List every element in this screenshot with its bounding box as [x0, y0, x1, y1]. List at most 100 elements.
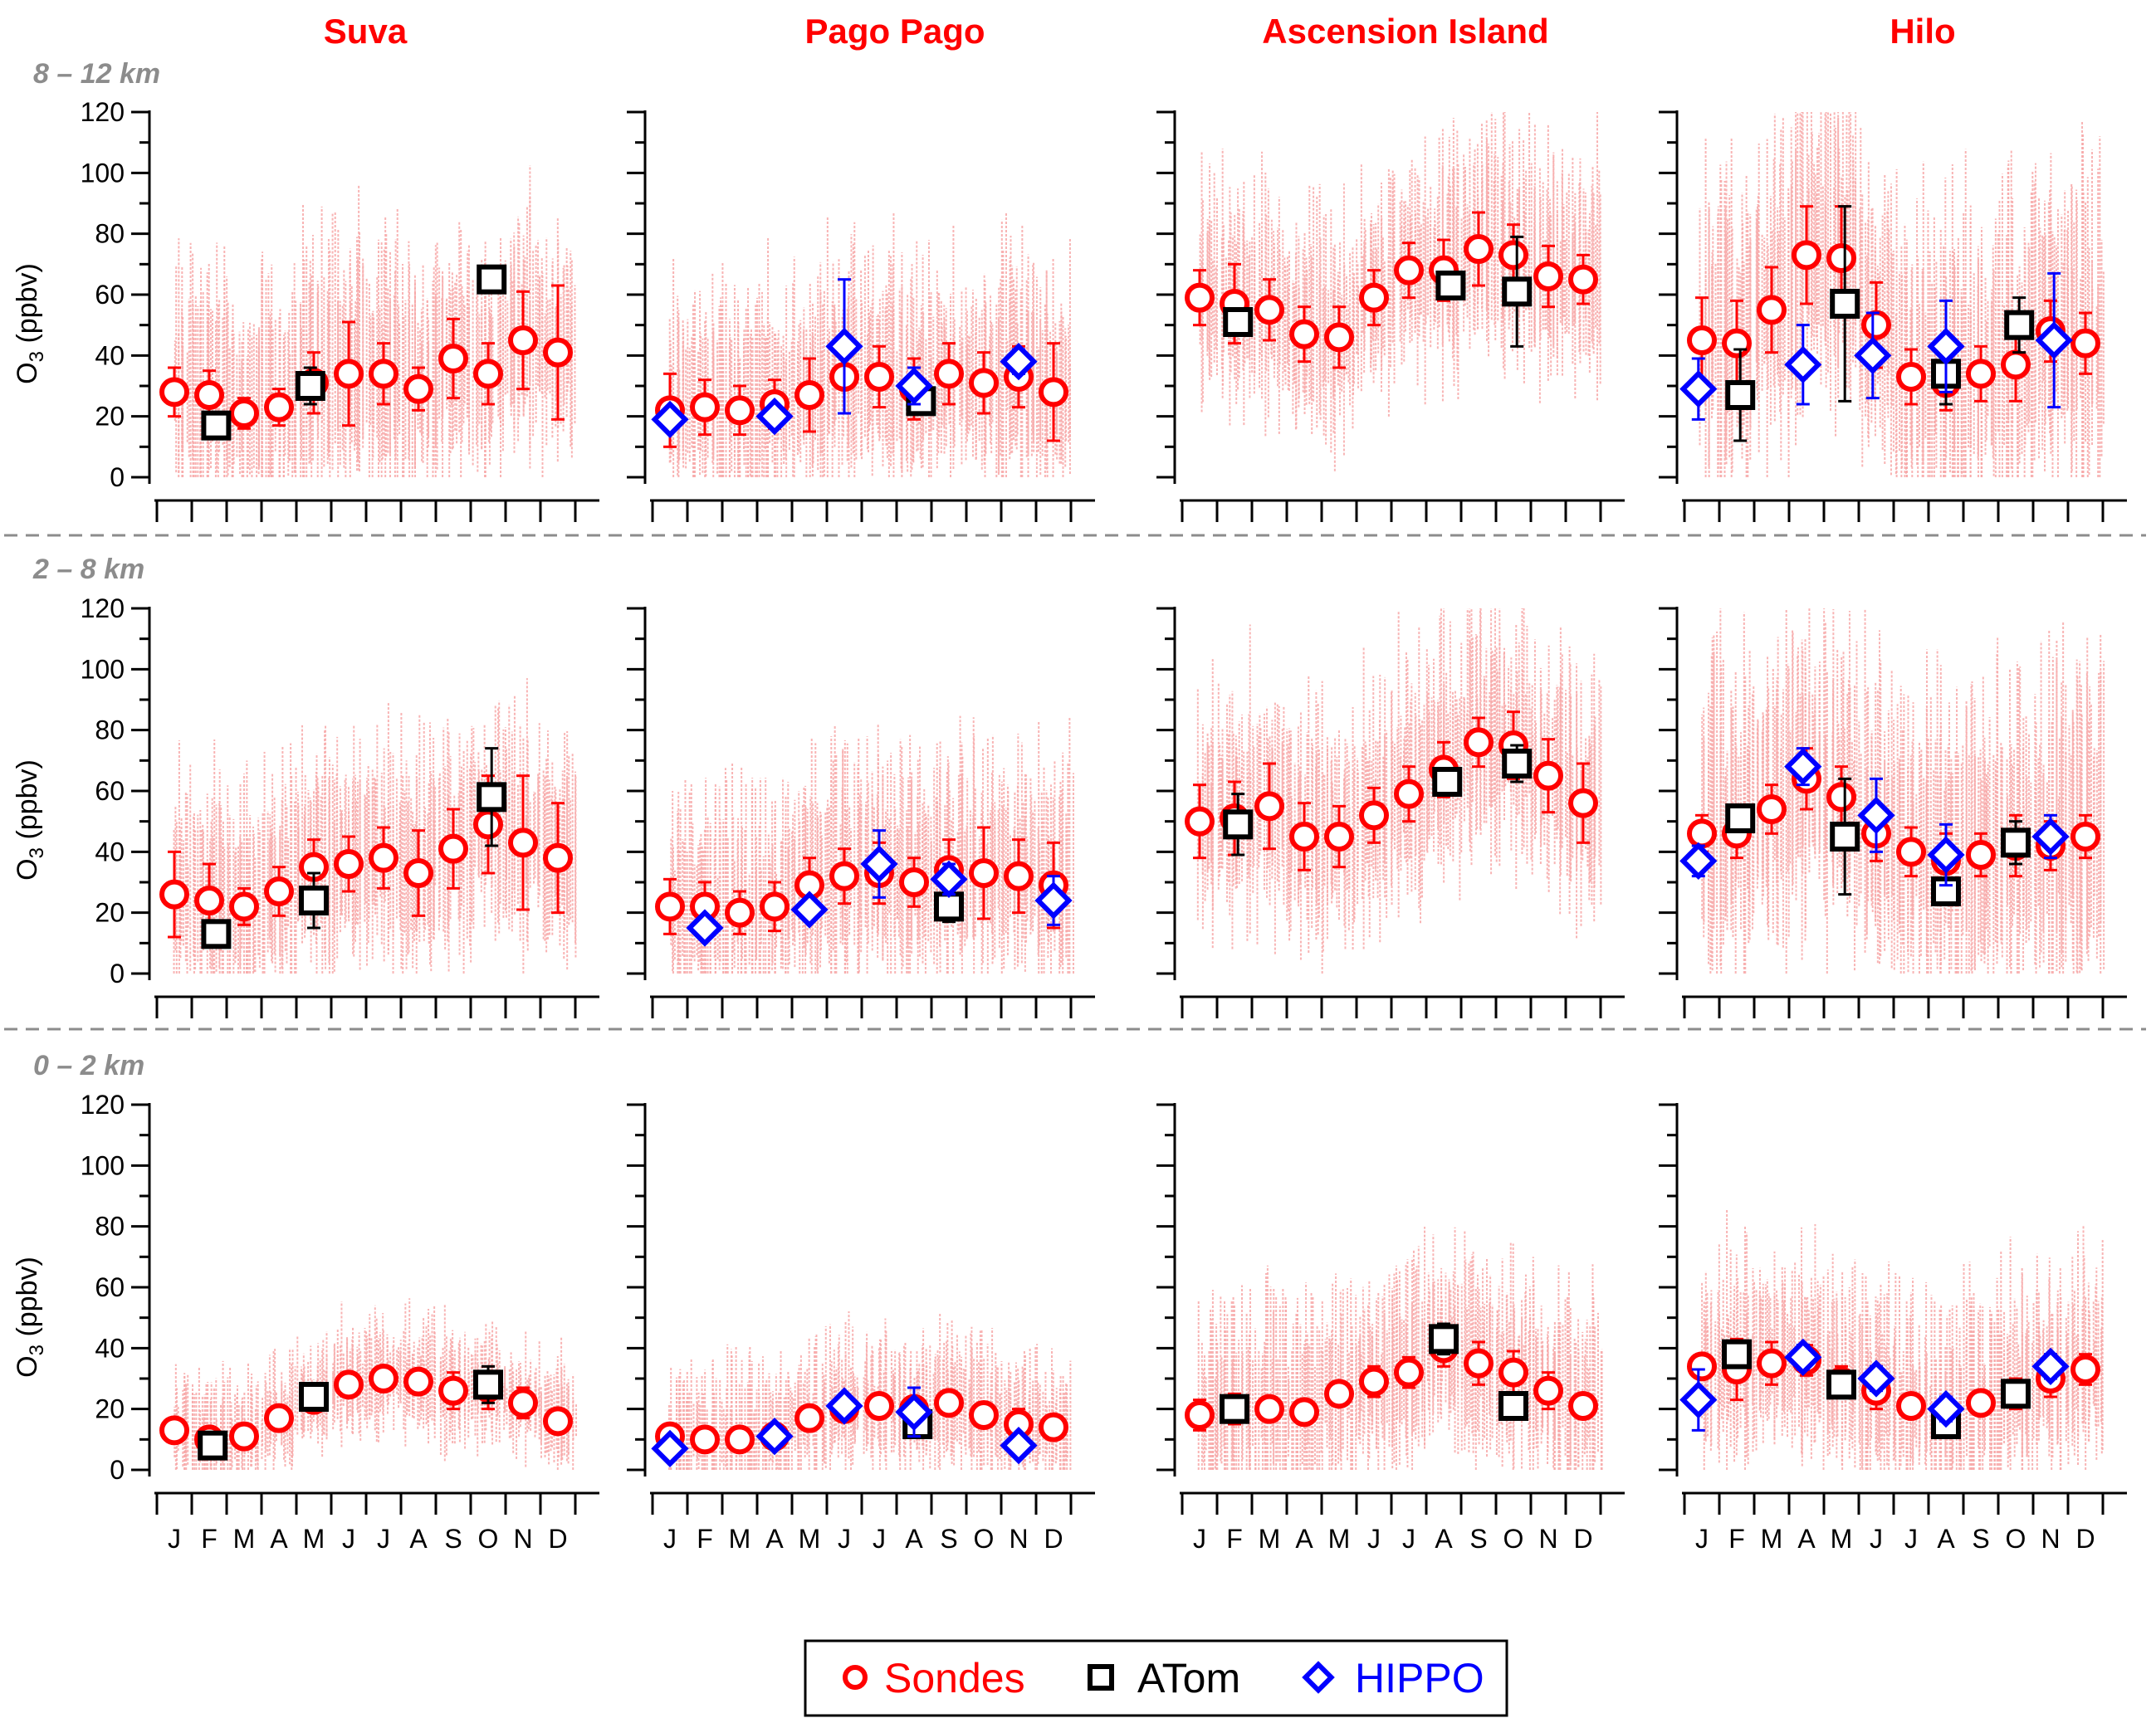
panel-ascension-island-1: [1156, 607, 1625, 1018]
x-tick-label: S: [940, 1524, 957, 1554]
y-tick-label: 100: [81, 1150, 125, 1180]
sondes-point: [403, 858, 433, 888]
atom-point: [299, 1382, 329, 1412]
legend-atom-label: ATom: [1137, 1655, 1240, 1701]
x-tick-label: A: [905, 1524, 923, 1554]
y-tick-label: 60: [95, 776, 125, 806]
x-tick-label: J: [1402, 1524, 1415, 1554]
y-tick-label: 0: [110, 1455, 125, 1485]
sondes-point: [1533, 1375, 1563, 1406]
x-tick-label: J: [838, 1524, 851, 1554]
hippo-point: [1679, 1381, 1718, 1419]
sondes-point: [1568, 264, 1598, 295]
x-tick-label: M: [303, 1524, 325, 1554]
x-tick-label: J: [168, 1524, 181, 1554]
sondes-point: [438, 344, 468, 373]
atom-point: [2001, 827, 2031, 858]
x-tick-label: D: [1573, 1524, 1592, 1554]
sondes-point: [473, 809, 503, 840]
legend-atom-marker: [1088, 1664, 1114, 1691]
sondes-point: [334, 359, 364, 389]
y-axis-title-row-3: O3 (ppbv): [12, 1257, 48, 1378]
sondes-point: [543, 842, 573, 873]
sondes-point: [1324, 1379, 1354, 1409]
hippo-point: [651, 1429, 689, 1467]
x-tick-label: F: [1226, 1524, 1243, 1554]
station-title-pago-pago: Pago Pago: [804, 12, 985, 51]
x-tick-label: J: [1193, 1524, 1206, 1554]
atom-point: [1498, 1391, 1528, 1421]
x-tick-label: J: [1695, 1524, 1709, 1554]
sondes-point: [1394, 255, 1424, 286]
sondes-point: [1687, 1351, 1717, 1382]
x-tick-label: F: [697, 1524, 713, 1554]
sondes-point: [369, 842, 398, 873]
sondes-point: [264, 392, 294, 422]
atom-point: [473, 1369, 503, 1400]
x-tick-label: S: [1972, 1524, 1989, 1554]
panel-pago-pago-0: [627, 110, 1095, 522]
hippo-point: [1857, 1359, 1895, 1398]
sondes-point: [1464, 234, 1494, 264]
sondes-point: [2070, 328, 2100, 359]
y-axis-title-row-1: O3 (ppbv): [12, 263, 48, 384]
x-tick-label: M: [1328, 1524, 1351, 1554]
hippo-point: [1784, 345, 1822, 383]
panel-hilo-1: [1659, 607, 2127, 1018]
x-tick-label: O: [478, 1524, 499, 1554]
atom-point: [1435, 271, 1466, 300]
sondes-point: [1792, 240, 1821, 271]
y-tick-label: 20: [95, 1394, 125, 1424]
sondes-point: [1464, 727, 1494, 758]
hippo-point: [1927, 836, 1965, 874]
sondes-point: [1966, 359, 1996, 389]
x-tick-label: S: [1469, 1524, 1487, 1554]
sondes-point: [403, 373, 433, 404]
raw-observations: [1197, 1227, 1603, 1470]
y-tick-label: 20: [95, 898, 125, 928]
sondes-point: [369, 1364, 398, 1394]
sondes-point: [1289, 1397, 1319, 1428]
x-tick-label: J: [342, 1524, 355, 1554]
sondes-point: [1826, 782, 1856, 813]
sondes-point: [690, 1424, 720, 1455]
x-tick-label: J: [1367, 1524, 1381, 1554]
x-tick-label: M: [233, 1524, 256, 1554]
x-tick-label: J: [1904, 1524, 1918, 1554]
sondes-point: [2070, 1354, 2100, 1384]
sondes-point: [1324, 822, 1354, 852]
station-title-suva: Suva: [324, 12, 408, 51]
raw-observations: [1699, 112, 2105, 477]
atom-point: [1830, 289, 1860, 319]
panel-suva-0: 0 20 40 60 80 100 120: [81, 97, 599, 522]
sondes-point: [655, 891, 685, 922]
y-tick-label: 40: [95, 837, 125, 866]
sondes-point: [194, 380, 224, 410]
hippo-point: [1679, 842, 1718, 880]
sondes-point: [1289, 822, 1319, 852]
sondes-point: [1185, 282, 1215, 313]
atom-point: [1223, 809, 1254, 840]
raw-observations: [173, 678, 577, 974]
x-tick-label: J: [377, 1524, 390, 1554]
legend-sondes-marker: [843, 1665, 868, 1690]
atom-point: [201, 919, 232, 949]
y-tick-label: 120: [81, 593, 125, 623]
sondes-point: [438, 1375, 468, 1406]
x-tick-label: O: [1503, 1524, 1524, 1554]
x-tick-label: F: [201, 1524, 218, 1554]
legend: Sondes ATom HIPPO: [804, 1639, 1508, 1717]
x-tick-label: A: [1937, 1524, 1955, 1554]
x-tick-label: A: [270, 1524, 288, 1554]
band-label-0-2km: 0 – 2 km: [33, 1050, 144, 1081]
hippo-point: [1784, 1338, 1822, 1376]
sondes-point: [1039, 1412, 1068, 1442]
sondes-point: [969, 1400, 999, 1430]
x-tick-label: D: [548, 1524, 567, 1554]
x-tick-label: A: [765, 1524, 784, 1554]
x-tick-label: M: [1831, 1524, 1853, 1554]
sondes-point: [1966, 1388, 1996, 1418]
